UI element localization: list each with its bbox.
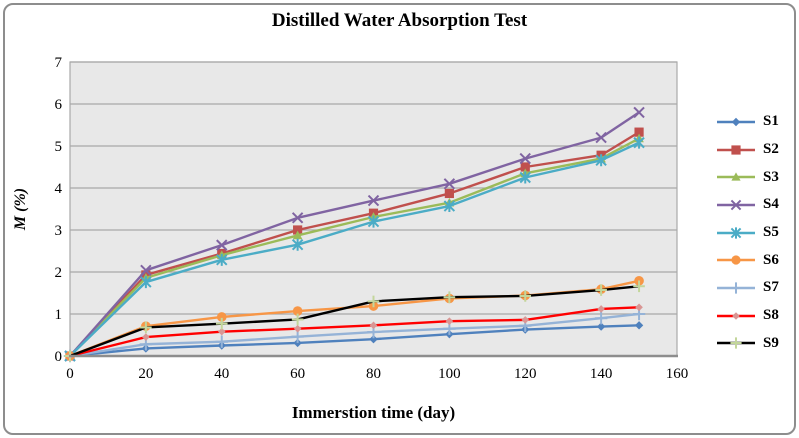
legend-item-s6: S6 [716,246,779,274]
y-axis-tick-label: 4 [55,181,63,197]
x-axis-tick-label: 20 [138,366,153,382]
legend-item-s1: S1 [716,108,779,136]
x-axis-tick-label: 140 [590,366,613,382]
x-axis-tick-label: 160 [666,366,689,382]
chart-title: Distilled Water Absorption Test [271,10,528,31]
legend-label: S2 [763,141,779,158]
x-axis-tick-label: 120 [514,366,537,382]
legend-item-s7: S7 [716,274,779,302]
series-markers-S5 [64,136,645,362]
x-axis-tick-label: 100 [438,366,461,382]
legend-item-s2: S2 [716,136,779,164]
y-axis-tick-label: 0 [55,349,63,365]
legend-square-marker-icon [717,144,755,155]
y-axis-tick-label: 2 [55,265,63,281]
legend-label: S1 [763,113,779,130]
legend-plus-marker-icon [717,337,755,349]
legend-label: S7 [763,279,779,296]
legend-label: S9 [763,334,779,351]
legend-plus-marker-icon [717,282,755,294]
x-axis-tick-label: 60 [290,366,305,382]
y-axis-tick-label: 3 [55,223,63,239]
legend-diamond-marker-icon [717,311,755,320]
legend-label: S3 [763,168,779,185]
legend-asterisk-marker-icon [717,226,755,239]
x-axis-label: Immerstion time (day) [291,403,456,422]
legend-circle-marker-icon [717,255,755,265]
y-axis-tick-label: 5 [55,139,63,155]
legend-label: S6 [763,251,779,268]
y-axis-tick-label: 6 [55,97,63,113]
y-axis-tick-label: 7 [55,55,63,71]
x-axis-tick-label: 0 [66,366,74,382]
legend-item-s5: S5 [716,219,779,247]
legend-item-s3: S3 [716,163,779,191]
x-axis-tick-label: 80 [366,366,381,382]
legend-diamond-marker-icon [717,117,755,127]
legend-label: S8 [763,307,779,324]
y-axis-tick-label: 1 [55,307,63,323]
legend-label: S5 [763,224,779,241]
legend: S1 S2 S3 S4 S5 S6 S7 S8 S9 [716,108,779,357]
legend-x-marker-icon [717,199,755,211]
legend-item-s9: S9 [716,330,779,358]
legend-label: S4 [763,196,779,213]
x-axis-tick-label: 40 [214,366,229,382]
legend-triangle-marker-icon [717,172,755,181]
y-axis-label: M (%) [12,187,29,231]
legend-item-s4: S4 [716,191,779,219]
legend-item-s8: S8 [716,302,779,330]
